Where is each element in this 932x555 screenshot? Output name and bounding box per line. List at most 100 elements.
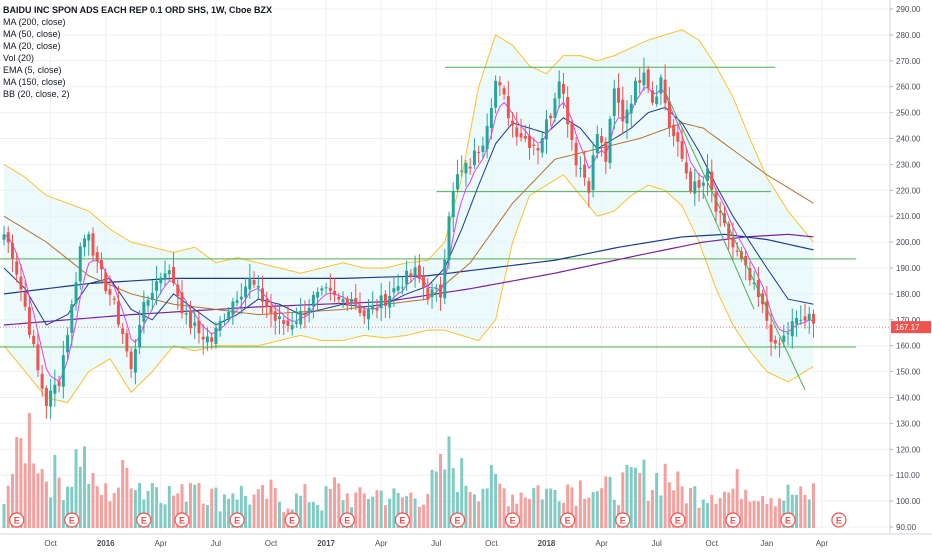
candle-body xyxy=(642,72,646,86)
candle xyxy=(307,299,311,323)
earnings-event-marker[interactable]: E xyxy=(725,512,741,528)
volume-bar xyxy=(417,506,421,528)
earnings-event-marker[interactable]: E xyxy=(174,512,190,528)
earnings-event-marker[interactable]: E xyxy=(615,512,631,528)
candle xyxy=(570,120,574,151)
candle-body xyxy=(587,181,591,193)
candle xyxy=(358,292,362,317)
candle xyxy=(210,332,214,350)
volume-bar xyxy=(320,510,324,528)
earnings-event-marker[interactable]: E xyxy=(339,512,355,528)
candle-body xyxy=(6,232,10,243)
candle xyxy=(468,157,472,175)
candle xyxy=(316,287,320,311)
candle xyxy=(49,378,53,420)
legend-ma20[interactable]: MA (20, close) xyxy=(3,41,61,51)
candle-body xyxy=(269,306,273,313)
earnings-event-marker[interactable]: E xyxy=(560,512,576,528)
volume-bar xyxy=(261,484,265,528)
candle xyxy=(176,278,180,310)
candle xyxy=(799,305,803,325)
candle xyxy=(383,290,387,318)
candle-body xyxy=(489,107,493,129)
earnings-label: E xyxy=(69,516,75,526)
volume-bar xyxy=(439,453,443,528)
candle xyxy=(811,309,815,338)
legend-ma200[interactable]: MA (200, close) xyxy=(3,17,66,27)
volume-bar xyxy=(294,493,298,528)
candles xyxy=(2,57,815,420)
earnings-label: E xyxy=(730,516,736,526)
earnings-icon xyxy=(394,512,410,528)
legend-bb[interactable]: BB (20, close, 2) xyxy=(3,89,70,99)
candle xyxy=(578,156,582,178)
earnings-label: E xyxy=(510,516,516,526)
earnings-event-marker[interactable]: E xyxy=(831,512,847,528)
candle-body xyxy=(536,148,540,151)
candle xyxy=(290,312,294,336)
legend-vol20[interactable]: Vol (20) xyxy=(3,53,35,63)
candle xyxy=(655,84,659,107)
candle xyxy=(506,81,510,127)
candle-body xyxy=(188,310,192,329)
earnings-event-marker[interactable]: E xyxy=(780,512,796,528)
candle-body xyxy=(273,311,277,321)
candle-body xyxy=(248,278,252,290)
candle-body xyxy=(676,132,680,142)
candle-body xyxy=(341,299,345,302)
earnings-event-marker[interactable]: E xyxy=(449,512,466,528)
volume-bar xyxy=(125,467,129,528)
price-tick-label: 150.00 xyxy=(896,368,921,377)
earnings-event-marker[interactable]: E xyxy=(136,512,152,528)
candle-body xyxy=(320,288,324,291)
volume-bar xyxy=(532,488,536,528)
candle-body xyxy=(218,320,222,331)
volume-bar xyxy=(667,482,671,528)
candle xyxy=(10,234,14,273)
earnings-event-marker[interactable]: E xyxy=(229,512,245,528)
earnings-event-marker[interactable]: E xyxy=(284,512,300,528)
candle xyxy=(515,112,519,146)
volume-bar xyxy=(600,488,604,528)
candle xyxy=(451,182,455,232)
earnings-event-marker[interactable]: E xyxy=(9,512,25,528)
price-tick-label: 190.00 xyxy=(896,264,921,273)
legend-ma150[interactable]: MA (150, close) xyxy=(3,77,66,87)
earnings-event-marker[interactable]: E xyxy=(670,512,686,528)
time-tick-label: Jul xyxy=(211,539,221,548)
candle xyxy=(239,283,243,315)
candle xyxy=(180,280,184,319)
volume-bar xyxy=(307,502,311,528)
candle-body xyxy=(337,296,341,300)
earnings-event-marker[interactable]: E xyxy=(504,512,521,528)
candle xyxy=(396,273,400,294)
candle xyxy=(417,254,421,284)
legend-ma50[interactable]: MA (50, close) xyxy=(3,29,61,39)
candle-body xyxy=(595,134,599,154)
time-tick-label: 2017 xyxy=(317,539,335,548)
candle-body xyxy=(591,155,595,190)
candle xyxy=(485,113,489,159)
volume-bar xyxy=(375,490,379,528)
price-tick-label: 230.00 xyxy=(896,160,921,169)
price-tick-label: 110.00 xyxy=(896,471,920,480)
volume-bar xyxy=(472,494,476,528)
candle xyxy=(218,316,222,337)
time-tick-label: Jul xyxy=(431,539,441,548)
candle xyxy=(66,327,70,360)
volume-bar xyxy=(523,497,527,528)
candle-body xyxy=(282,320,286,325)
candle-body xyxy=(629,103,633,114)
earnings-event-marker[interactable]: E xyxy=(64,512,80,528)
candle xyxy=(557,70,561,108)
earnings-event-marker[interactable]: E xyxy=(394,512,410,528)
candle-body xyxy=(2,234,6,240)
price-tick-label: 210.00 xyxy=(896,212,921,221)
legend-ema5[interactable]: EMA (5, close) xyxy=(3,65,62,75)
volume-bar xyxy=(74,449,78,528)
volume-bar xyxy=(269,479,273,528)
volume-bar xyxy=(167,485,171,528)
volume-bar xyxy=(210,488,214,528)
